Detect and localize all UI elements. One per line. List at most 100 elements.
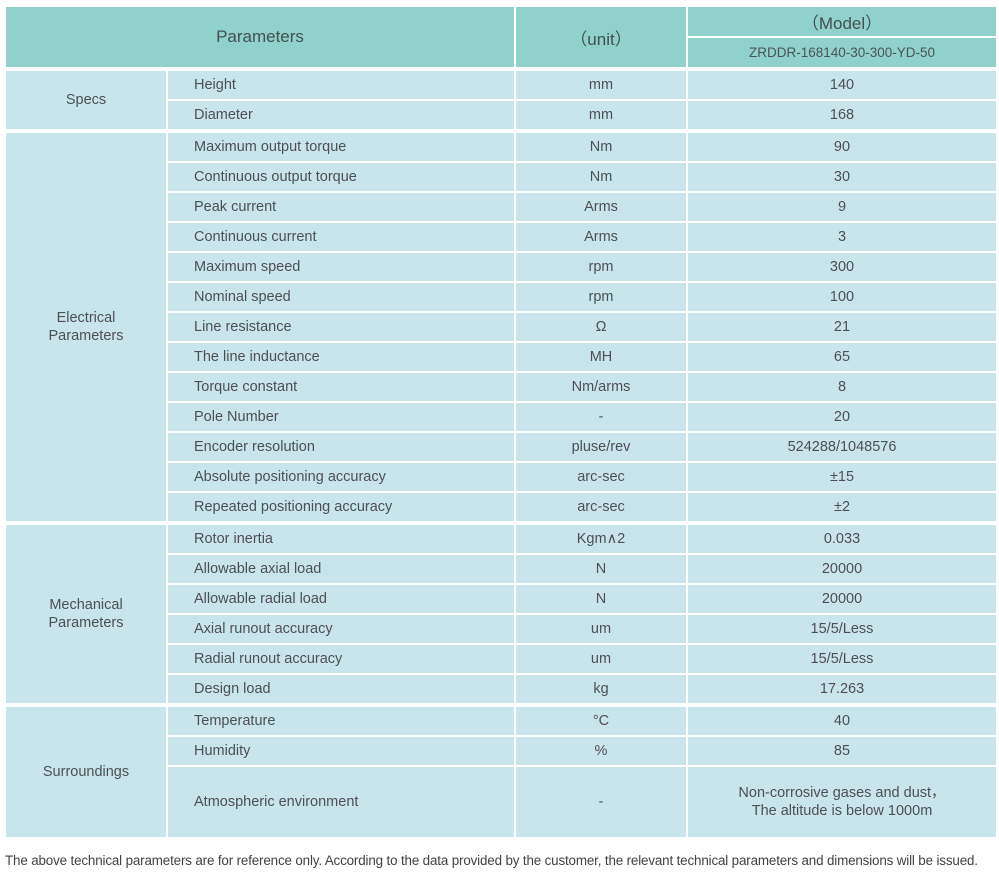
param-cell: Maximum speed — [166, 251, 516, 283]
unit-cell: N — [514, 553, 688, 585]
value-cell: 90 — [686, 129, 998, 163]
table-row: Encoder resolution pluse/rev 524288/104857… — [5, 431, 998, 463]
unit-cell: mm — [514, 99, 688, 132]
table-row: Maximum speed rpm 300 — [5, 251, 998, 283]
table-row: The line inductance MH 65 — [5, 341, 998, 373]
unit-cell: kg — [514, 673, 688, 706]
value-cell: 168 — [686, 99, 998, 132]
value-cell: 17.263 — [686, 673, 998, 706]
unit-cell: pluse/rev — [514, 431, 688, 463]
table-row: Continuous output torque Nm 30 — [5, 161, 998, 193]
param-cell: Atmospheric environment — [166, 765, 516, 839]
value-cell: 20000 — [686, 583, 998, 615]
model-header: （Model） — [686, 5, 998, 38]
unit-cell: Ω — [514, 311, 688, 343]
value-cell: 30 — [686, 161, 998, 193]
unit-cell: arc-sec — [514, 491, 688, 524]
value-cell: 300 — [686, 251, 998, 283]
param-cell: Repeated positioning accuracy — [166, 491, 516, 524]
group-cell: Surroundings — [4, 703, 168, 839]
group-cell: Specs — [4, 67, 168, 132]
value-cell: 21 — [686, 311, 998, 343]
parameters-table: Parameters （unit） （Model） ZRDDR-168140-3… — [4, 5, 998, 839]
value-cell: 524288/1048576 — [686, 431, 998, 463]
table-row: Specs Height mm 140 — [4, 67, 998, 132]
table-row: Mechanical Parameters Rotor inertia Kgm∧2 0… — [4, 521, 998, 706]
table-row: Diameter mm 168 — [5, 99, 998, 132]
table-row: Surroundings Temperature °C 40 — [4, 703, 998, 839]
unit-cell: - — [514, 401, 688, 433]
table-row: Allowable radial load N 20000 — [5, 583, 998, 615]
param-cell: Pole Number — [166, 401, 516, 433]
value-cell: 20 — [686, 401, 998, 433]
footnote: The above technical parameters are for r… — [5, 853, 978, 868]
value-cell: ±15 — [686, 461, 998, 493]
value-cell: 8 — [686, 371, 998, 403]
unit-cell: - — [514, 765, 688, 839]
value-cell: ±2 — [686, 491, 998, 524]
unit-cell: rpm — [514, 251, 688, 283]
unit-cell: Arms — [514, 191, 688, 223]
header-row-2: ZRDDR-168140-30-300-YD-50 — [5, 36, 998, 70]
table-row: Pole Number -20 — [5, 401, 998, 433]
table-row: Nominal speed rpm 100 — [5, 281, 998, 313]
group-cell: Mechanical Parameters — [4, 521, 168, 706]
table-row: Atmospheric environment - Non-corrosive ga… — [5, 765, 998, 839]
table-row: Electrical Parameters Maximum output torq… — [4, 129, 998, 524]
unit-cell: Nm — [514, 129, 688, 163]
group-cell: Electrical Parameters — [4, 129, 168, 524]
value-cell: 15/5/Less — [686, 643, 998, 675]
param-cell: The line inductance — [166, 341, 516, 373]
param-cell: Rotor inertia — [166, 521, 516, 555]
unit-cell: Nm — [514, 161, 688, 193]
param-cell: Allowable axial load — [166, 553, 516, 585]
param-cell: Axial runout accuracy — [166, 613, 516, 645]
param-cell: Continuous current — [166, 221, 516, 253]
table-row: Humidity% 85 — [5, 735, 998, 767]
model-number: ZRDDR-168140-30-300-YD-50 — [686, 36, 998, 70]
value-cell: 9 — [686, 191, 998, 223]
value-cell: 3 — [686, 221, 998, 253]
param-cell: Peak current — [166, 191, 516, 223]
table-row: Peak current Arms 9 — [5, 191, 998, 223]
unit-cell: rpm — [514, 281, 688, 313]
unit-cell: Nm/arms — [514, 371, 688, 403]
value-cell: 65 — [686, 341, 998, 373]
param-cell: Nominal speed — [166, 281, 516, 313]
unit-cell: % — [514, 735, 688, 767]
param-cell: Line resistance — [166, 311, 516, 343]
value-cell: 0.033 — [686, 521, 998, 555]
unit-cell: um — [514, 613, 688, 645]
param-cell: Temperature — [166, 703, 516, 737]
value-cell: 100 — [686, 281, 998, 313]
table-row: Radial runout accuracy um 15/5/Less — [5, 643, 998, 675]
table-row: Axial runout accuracy um 15/5/Less — [5, 613, 998, 645]
unit-cell: N — [514, 583, 688, 615]
table-row: Line resistance Ω 21 — [5, 311, 998, 343]
table-row: Design load kg 17.263 — [5, 673, 998, 706]
value-cell: Non-corrosive gases and dust， The altitu… — [686, 765, 998, 839]
unit-cell: °C — [514, 703, 688, 737]
table-header: Parameters （unit） （Model） ZRDDR-168140-3… — [4, 5, 998, 70]
table-row: Absolute positioning accuracy arc-sec ±15 — [5, 461, 998, 493]
param-cell: Continuous output torque — [166, 161, 516, 193]
unit-cell: mm — [514, 67, 688, 101]
param-cell: Maximum output torque — [166, 129, 516, 163]
parameters-header: Parameters — [4, 5, 516, 70]
param-cell: Absolute positioning accuracy — [166, 461, 516, 493]
unit-cell: MH — [514, 341, 688, 373]
unit-cell: Arms — [514, 221, 688, 253]
param-cell: Torque constant — [166, 371, 516, 403]
param-cell: Diameter — [166, 99, 516, 132]
unit-cell: Kgm∧2 — [514, 521, 688, 555]
table-body: Specs Height mm 140 Diameter mm 168 Electrical … — [4, 67, 998, 839]
param-cell: Allowable radial load — [166, 583, 516, 615]
value-cell: 40 — [686, 703, 998, 737]
header-row-1: Parameters （unit） （Model） — [4, 5, 998, 70]
unit-header: （unit） — [514, 5, 688, 70]
param-cell: Height — [166, 67, 516, 101]
value-cell: 15/5/Less — [686, 613, 998, 645]
value-cell: 140 — [686, 67, 998, 101]
value-cell: 20000 — [686, 553, 998, 585]
